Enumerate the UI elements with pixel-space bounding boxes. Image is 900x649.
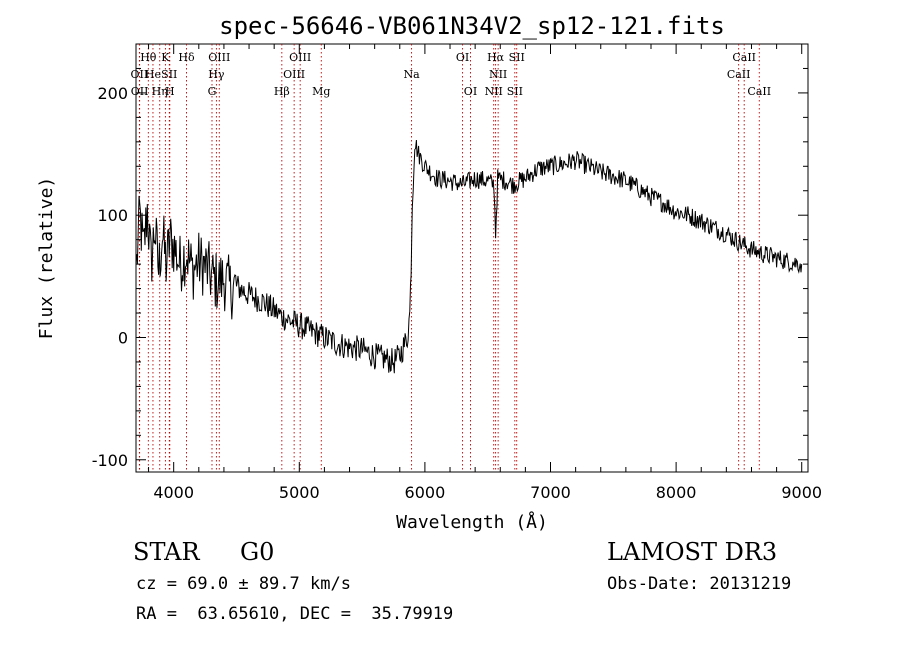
line-label-23: SII (509, 51, 525, 64)
line-label-16: Na (403, 68, 420, 81)
line-label-5: K (161, 51, 170, 64)
chart-title: spec-56646-VB061N34V2_sp12-121.fits (219, 12, 725, 40)
line-label-17: OI (456, 51, 469, 64)
line-label-11: G (208, 85, 217, 98)
line-label-0: OII (131, 68, 149, 81)
coordinates: RA = 63.65610, DEC = 35.79919 (136, 604, 454, 624)
line-label-13: OIII (283, 68, 305, 81)
line-label-7: H (165, 85, 175, 98)
survey-name: LAMOST DR3 (607, 538, 778, 566)
line-label-15: Mg (312, 85, 330, 98)
line-label-3: He (145, 68, 161, 81)
spectrum-line (136, 139, 803, 374)
redshift-readout: cz = 69.0 ± 89.7 km/s (136, 574, 351, 594)
line-label-6: SII (161, 68, 177, 81)
line-label-12: Hβ (274, 85, 290, 98)
line-label-21: NII (489, 68, 507, 81)
object-subclass: G0 (240, 538, 275, 566)
line-label-25: CaII (732, 51, 756, 64)
line-label-19: NII (485, 85, 503, 98)
y-tick-label-100: 100 (97, 206, 128, 225)
x-tick-label-5000: 5000 (279, 483, 320, 502)
line-label-2: Hθ (140, 51, 157, 64)
plot-frame (135, 43, 809, 473)
x-tick-label-9000: 9000 (781, 483, 822, 502)
line-label-22: SII (507, 85, 523, 98)
x-axis-label: Wavelength (Å) (396, 511, 548, 533)
x-tick-label-6000: 6000 (405, 483, 446, 502)
line-label-26: CaII (747, 85, 771, 98)
obs-date: Obs-Date: 20131219 (607, 574, 792, 594)
line-label-14: OIII (289, 51, 311, 64)
object-class: STAR (133, 538, 200, 566)
line-label-1: OII (131, 85, 149, 98)
line-label-8: Hδ (178, 51, 195, 64)
x-tick-label-4000: 4000 (153, 483, 194, 502)
y-tick-label-0: 0 (118, 328, 128, 347)
y-axis-label: Flux (relative) (36, 177, 57, 340)
x-tick-label-7000: 7000 (530, 483, 571, 502)
line-label-9: OIII (208, 51, 230, 64)
line-label-18: OI (464, 85, 477, 98)
x-tick-label-8000: 8000 (656, 483, 697, 502)
line-label-20: Hα (487, 51, 505, 64)
line-label-24: CaII (727, 68, 751, 81)
line-label-10: Hγ (208, 68, 225, 81)
y-tick-label-200: 200 (97, 84, 128, 103)
y-tick-label--100: -100 (92, 451, 128, 470)
line-label-4: Hη (152, 85, 168, 98)
